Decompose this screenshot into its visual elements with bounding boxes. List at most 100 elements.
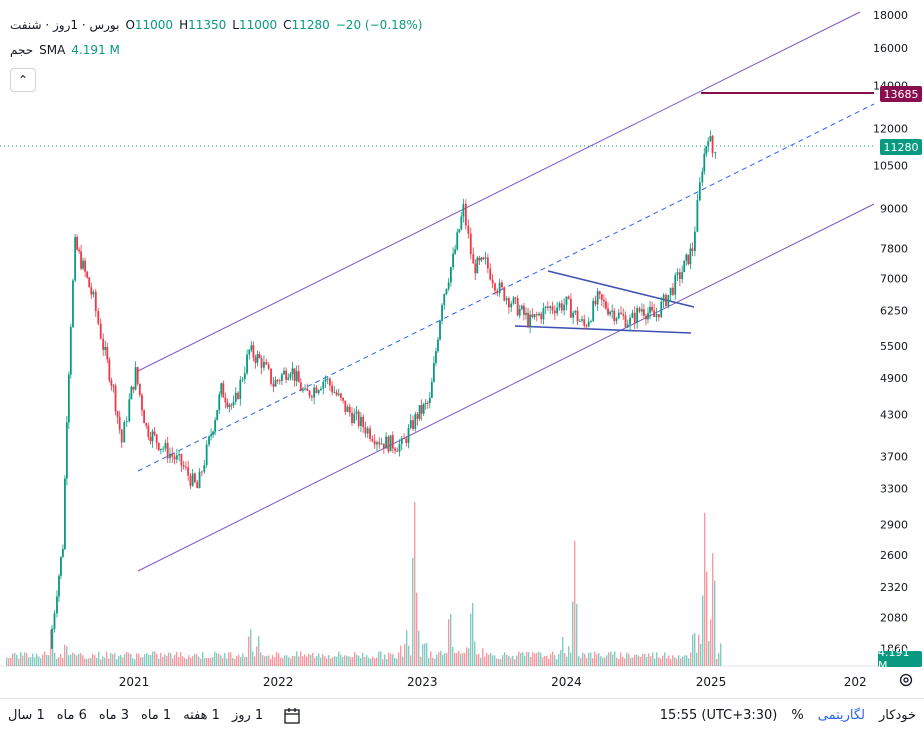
volume-bar — [546, 655, 548, 666]
volume-bar — [628, 653, 630, 666]
candle-body — [171, 453, 174, 457]
volume-bar — [682, 656, 684, 666]
timeframe-1w[interactable]: 1 هفته — [183, 708, 220, 723]
candle-body — [362, 416, 365, 428]
timeframe-1d[interactable]: 1 روز — [231, 708, 264, 723]
volume-bar — [624, 658, 626, 666]
candle-body — [505, 298, 508, 301]
volume-bar — [204, 658, 206, 666]
timeframe-1m[interactable]: 1 ماه — [141, 708, 172, 723]
candle-body — [237, 392, 239, 399]
volume-bar — [418, 630, 420, 666]
candle-body — [371, 438, 374, 441]
timeframe-6m[interactable]: 6 ماه — [56, 708, 87, 723]
candle-body — [232, 401, 235, 406]
volume-bar — [30, 657, 32, 666]
volume-bar — [704, 512, 706, 666]
volume-bar — [236, 655, 238, 666]
candle-body — [587, 321, 590, 327]
volume-bar — [442, 654, 444, 666]
candle-body — [92, 291, 95, 295]
candle-body — [132, 386, 135, 390]
volume-bar — [544, 656, 546, 666]
candle-body — [310, 396, 313, 398]
candle-body — [701, 171, 704, 183]
y-tick-label: 16000 — [873, 42, 908, 55]
volume-bar — [184, 657, 186, 666]
volume-bar — [140, 657, 142, 666]
volume-label[interactable]: حجم — [10, 43, 34, 57]
volume-bar — [296, 651, 298, 666]
price-chart[interactable]: 1860208023202600290033003700430049005500… — [0, 0, 924, 698]
volume-bar — [626, 652, 628, 666]
volume-bar — [642, 653, 644, 666]
y-tick-label: 2600 — [880, 549, 908, 562]
y-tick-label: 3700 — [880, 451, 908, 464]
volume-bar — [496, 658, 498, 666]
candle-body — [714, 152, 717, 154]
volume-bar — [714, 580, 716, 666]
timeframe-3m[interactable]: 3 ماه — [98, 708, 130, 723]
candle-body — [120, 429, 123, 443]
timeframe-buttons: 1 روز 1 هفته 1 ماه 3 ماه 6 ماه 1 سال — [8, 699, 263, 732]
symbol-title[interactable]: بورس · 1روز · شنفت — [10, 18, 120, 32]
candle-body — [454, 249, 457, 254]
candle-body — [449, 267, 452, 283]
volume-bar — [608, 652, 610, 666]
candle-body — [462, 203, 465, 217]
auto-scale-button[interactable]: خودکار — [879, 708, 916, 723]
candle-body — [88, 277, 91, 288]
volume-bar — [158, 658, 160, 666]
volume-bar — [694, 633, 696, 666]
time-zone[interactable]: 15:55 (UTC+3:30) — [659, 708, 778, 723]
timeframe-1y[interactable]: 1 سال — [8, 708, 45, 723]
bottom-toolbar: 1 روز 1 هفته 1 ماه 3 ماه 6 ماه 1 سال 15:… — [0, 698, 924, 732]
candle-body — [382, 443, 385, 449]
candle-body — [600, 294, 603, 300]
volume-bar — [672, 655, 674, 666]
candle-body — [78, 249, 81, 252]
x-tick-label: 2021 — [119, 675, 150, 689]
candle-body — [155, 434, 158, 443]
candle-body — [187, 467, 190, 476]
candle-body — [69, 326, 72, 375]
log-scale-button[interactable]: لگاریتمی — [817, 708, 866, 723]
collapse-legend-button[interactable]: ⌃ — [10, 68, 36, 92]
candle-body — [657, 314, 660, 317]
volume-bar — [252, 651, 254, 666]
volume-bar — [514, 659, 516, 666]
volume-bar — [586, 657, 588, 666]
candle-body — [287, 377, 290, 380]
volume-bar — [22, 655, 24, 666]
volume-bar — [210, 657, 212, 666]
candle-body — [432, 363, 435, 382]
candles — [51, 130, 717, 650]
candle-body — [351, 412, 353, 424]
time-axis[interactable]: 2021 2022 2023 2024 2025 202 — [119, 675, 867, 689]
volume-bar — [578, 656, 580, 666]
volume-bar — [24, 652, 26, 666]
volume-bar — [630, 657, 632, 666]
volume-bar — [446, 653, 448, 666]
candle-body — [645, 315, 647, 320]
volume-bar — [476, 654, 478, 666]
candle-body — [324, 378, 327, 382]
percent-scale-button[interactable]: % — [791, 708, 804, 723]
volume-bar — [188, 655, 190, 666]
candle-body — [439, 320, 441, 340]
volume-bar — [218, 653, 220, 666]
candle-body — [482, 257, 485, 259]
volume-bar — [390, 653, 392, 666]
volume-bar — [284, 655, 286, 666]
candle-body — [464, 203, 467, 226]
candle-body — [665, 294, 667, 307]
date-range-icon[interactable] — [282, 706, 302, 726]
volume-bar — [652, 652, 654, 666]
volume-bar — [202, 652, 204, 666]
volume-bar — [588, 652, 590, 666]
candle-body — [572, 312, 575, 318]
candle-body — [469, 233, 472, 255]
gear-icon[interactable] — [898, 672, 914, 688]
candle-body — [516, 298, 519, 316]
volume-bar — [18, 658, 20, 666]
